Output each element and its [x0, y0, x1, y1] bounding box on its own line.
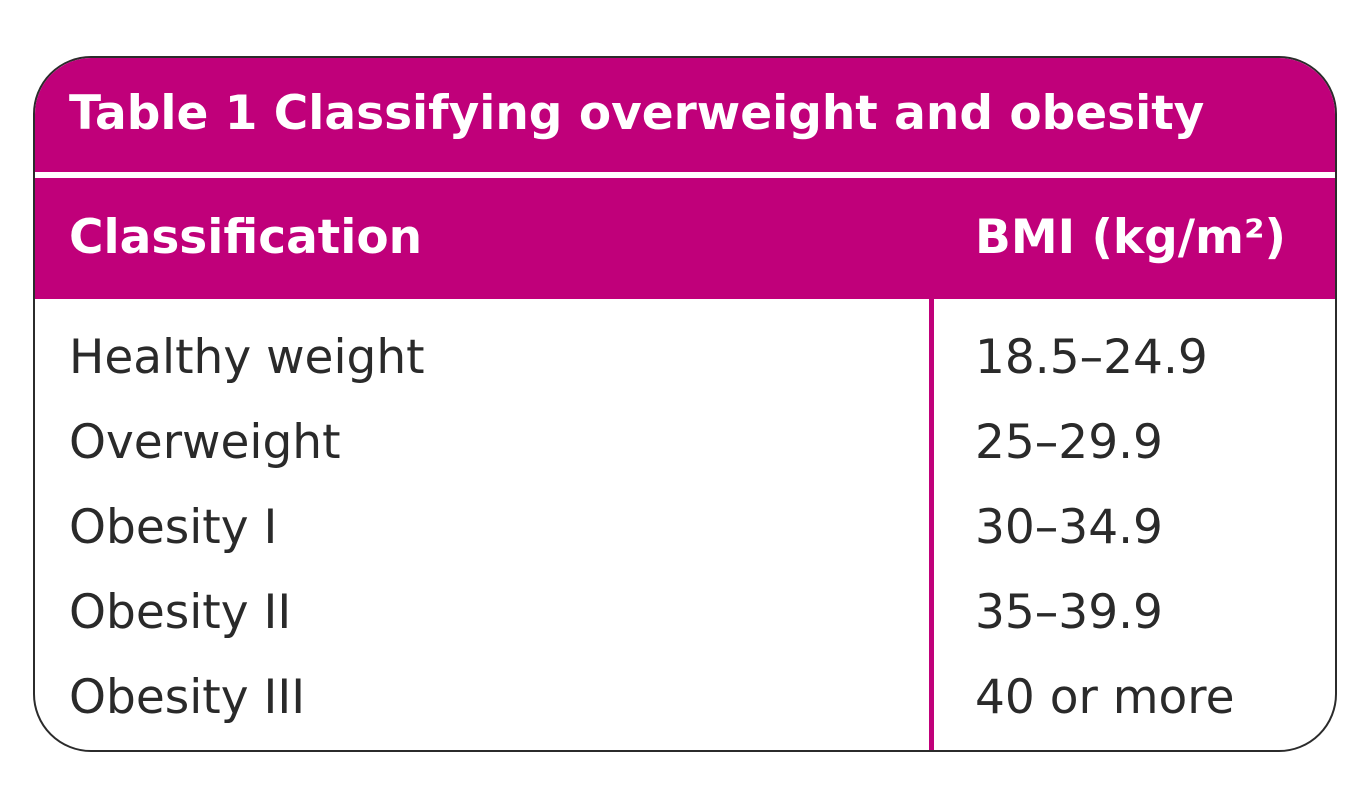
cell-bmi: 30–34.9 [975, 500, 1163, 555]
table-row: Obesity II 35–39.9 [35, 583, 1335, 668]
cell-bmi: 18.5–24.9 [975, 330, 1208, 385]
table-title-bar: Table 1 Classifying overweight and obesi… [35, 58, 1335, 172]
table-row: Healthy weight 18.5–24.9 [35, 328, 1335, 413]
cell-bmi: 35–39.9 [975, 585, 1163, 640]
cell-bmi: 40 or more [975, 670, 1235, 725]
table-header-row: Classification BMI (kg/m²) [35, 178, 1335, 299]
table-body: Healthy weight 18.5–24.9 Overweight 25–2… [35, 328, 1335, 750]
title-divider [35, 172, 1335, 178]
cell-classification: Obesity III [69, 670, 306, 725]
column-divider [929, 299, 934, 750]
table-title: Table 1 Classifying overweight and obesi… [69, 86, 1205, 141]
table-row: Overweight 25–29.9 [35, 413, 1335, 498]
column-header-bmi: BMI (kg/m²) [975, 210, 1287, 265]
cell-classification: Healthy weight [69, 330, 425, 385]
column-header-classification: Classification [69, 210, 423, 265]
bmi-classification-table: Table 1 Classifying overweight and obesi… [33, 56, 1337, 752]
cell-classification: Overweight [69, 415, 341, 470]
cell-bmi: 25–29.9 [975, 415, 1163, 470]
table-row: Obesity III 40 or more [35, 668, 1335, 750]
cell-classification: Obesity I [69, 500, 278, 555]
table-row: Obesity I 30–34.9 [35, 498, 1335, 583]
cell-classification: Obesity II [69, 585, 292, 640]
